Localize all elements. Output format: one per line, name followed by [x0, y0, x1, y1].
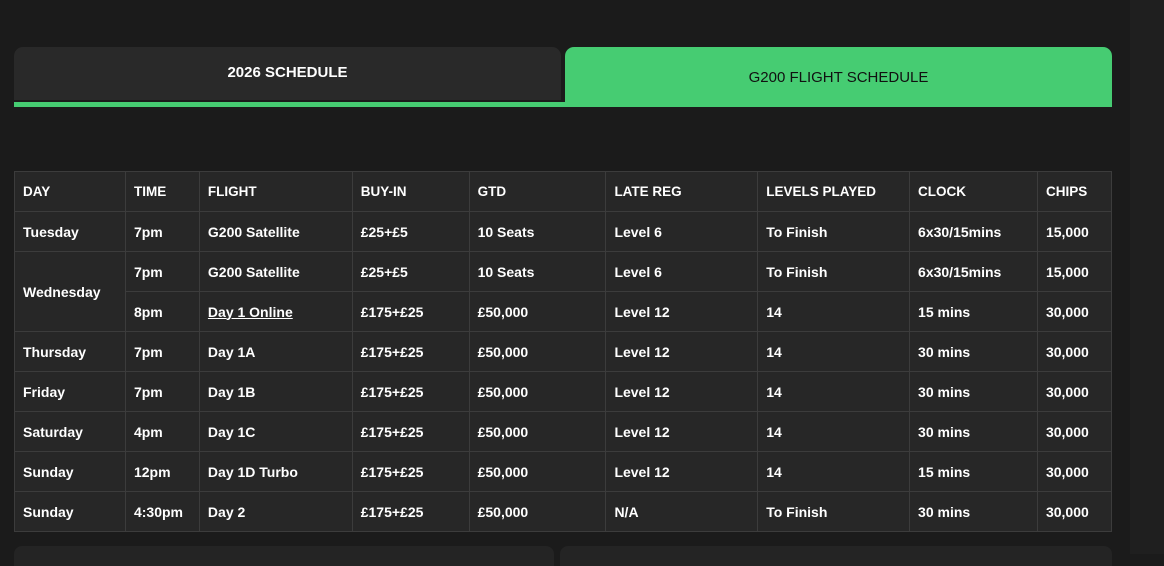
cell-gtd: 10 Seats [468, 211, 607, 252]
flight-schedule-table: DAY TIME FLIGHT BUY-IN GTD LATE REG LEVELS PLA… [14, 171, 1113, 532]
cell-clock: 6x30/15mins [909, 251, 1038, 292]
table-row: Sunday 12pm Day 1D Turbo £175+£25 £50,000 Lev… [14, 451, 1113, 492]
cell-buyin: £175+£25 [351, 411, 470, 452]
cell-buyin: £175+£25 [351, 371, 470, 412]
cell-levels: To Finish [757, 491, 911, 532]
cell-latereg: Level 12 [605, 451, 759, 492]
column-header: BUY-IN [351, 171, 470, 212]
column-header: CHIPS [1036, 171, 1113, 212]
cell-levels: To Finish [757, 211, 911, 252]
cell-time: 7pm [124, 371, 200, 412]
column-header: DAY [14, 171, 126, 212]
table-row: Thursday 7pm Day 1A £175+£25 £50,000 Level 12… [14, 331, 1113, 372]
cell-latereg: Level 12 [605, 371, 759, 412]
cell-chips: 15,000 [1036, 211, 1113, 252]
cell-levels: To Finish [757, 251, 911, 292]
cell-flight: G200 Satellite [198, 211, 353, 252]
table-header-row: DAY TIME FLIGHT BUY-IN GTD LATE REG LEVELS PLA… [14, 171, 1113, 212]
cell-day: Tuesday [14, 211, 126, 252]
cell-buyin: £175+£25 [351, 291, 470, 332]
cell-day: Saturday [14, 411, 126, 452]
tab-underline [14, 102, 1112, 107]
table-row: Sunday 4:30pm Day 2 £175+£25 £50,000 N/A To Fi… [14, 491, 1113, 532]
cell-day: Sunday [14, 451, 126, 492]
cell-chips: 30,000 [1036, 371, 1113, 412]
schedule-tabs: 2026 SCHEDULE G200 FLIGHT SCHEDULE [14, 47, 1112, 107]
cell-levels: 14 [757, 451, 911, 492]
column-header: LATE REG [605, 171, 759, 212]
cell-gtd: £50,000 [468, 491, 607, 532]
cell-levels: 14 [757, 291, 911, 332]
cell-clock: 15 mins [909, 451, 1038, 492]
column-header: GTD [468, 171, 607, 212]
cell-levels: 14 [757, 411, 911, 452]
cell-clock: 30 mins [909, 371, 1038, 412]
cell-flight: Day 1B [198, 371, 353, 412]
cell-flight: Day 1C [198, 411, 353, 452]
cell-flight: G200 Satellite [198, 251, 353, 292]
right-edge [1130, 0, 1164, 554]
cell-chips: 30,000 [1036, 411, 1113, 452]
table-row: Tuesday 7pm G200 Satellite £25+£5 10 Seats Le… [14, 211, 1113, 252]
table-row: Friday 7pm Day 1B £175+£25 £50,000 Level 12 14… [14, 371, 1113, 412]
cell-clock: 30 mins [909, 331, 1038, 372]
cell-clock: 15 mins [909, 291, 1038, 332]
cell-gtd: £50,000 [468, 291, 607, 332]
panel-edge [560, 546, 1112, 566]
column-header: TIME [124, 171, 200, 212]
cell-levels: 14 [757, 371, 911, 412]
cell-flight: Day 1D Turbo [198, 451, 353, 492]
column-header: CLOCK [909, 171, 1038, 212]
cell-time: 7pm [124, 211, 200, 252]
cell-clock: 6x30/15mins [909, 211, 1038, 252]
cell-chips: 30,000 [1036, 331, 1113, 372]
cell-latereg: Level 12 [605, 291, 759, 332]
cell-levels: 14 [757, 331, 911, 372]
cell-gtd: £50,000 [468, 331, 607, 372]
cell-time: 4pm [124, 411, 200, 452]
cell-gtd: £50,000 [468, 451, 607, 492]
cell-time: 7pm [124, 331, 200, 372]
cell-day: Friday [14, 371, 126, 412]
cell-chips: 15,000 [1036, 251, 1113, 292]
column-header: FLIGHT [198, 171, 353, 212]
table-row: Wednesday 7pm G200 Satellite £25+£5 10 Seats… [14, 251, 1113, 332]
cell-gtd: 10 Seats [468, 251, 607, 292]
column-header: LEVELS PLAYED [757, 171, 911, 212]
table-row: 8pm Day 1 Online £175+£25 £50,000 Level 12 14… [15, 291, 1113, 332]
cell-buyin: £25+£5 [351, 211, 470, 252]
panel-edge [14, 546, 554, 566]
flight-link[interactable]: Day 1 Online [207, 303, 293, 320]
cell-time: 7pm [124, 251, 200, 292]
cell-day: Thursday [14, 331, 126, 372]
cell-latereg: N/A [605, 491, 759, 532]
table-row: Saturday 4pm Day 1C £175+£25 £50,000 Level 12… [14, 411, 1113, 452]
cell-latereg: Level 6 [605, 251, 759, 292]
cell-clock: 30 mins [909, 491, 1038, 532]
cell-time: 12pm [124, 451, 200, 492]
cell-day: Wednesday [14, 251, 126, 332]
tab-2026-schedule[interactable]: 2026 SCHEDULE [14, 47, 561, 100]
cell-chips: 30,000 [1036, 491, 1113, 532]
cell-buyin: £175+£25 [351, 491, 470, 532]
cell-day: Sunday [14, 491, 126, 532]
cell-flight: Day 1 Online [198, 291, 353, 332]
cell-flight: Day 2 [198, 491, 353, 532]
cell-latereg: Level 12 [605, 331, 759, 372]
cell-buyin: £175+£25 [351, 331, 470, 372]
cell-buyin: £175+£25 [351, 451, 470, 492]
cell-buyin: £25+£5 [351, 251, 470, 292]
cell-gtd: £50,000 [468, 371, 607, 412]
cell-latereg: Level 6 [605, 211, 759, 252]
tab-g200-flight-schedule[interactable]: G200 FLIGHT SCHEDULE [565, 47, 1112, 107]
cell-chips: 30,000 [1036, 291, 1113, 332]
cell-gtd: £50,000 [468, 411, 607, 452]
cell-chips: 30,000 [1036, 451, 1113, 492]
cell-time: 8pm [124, 291, 200, 332]
cell-time: 4:30pm [124, 491, 200, 532]
cell-clock: 30 mins [909, 411, 1038, 452]
cell-latereg: Level 12 [605, 411, 759, 452]
cell-flight: Day 1A [198, 331, 353, 372]
